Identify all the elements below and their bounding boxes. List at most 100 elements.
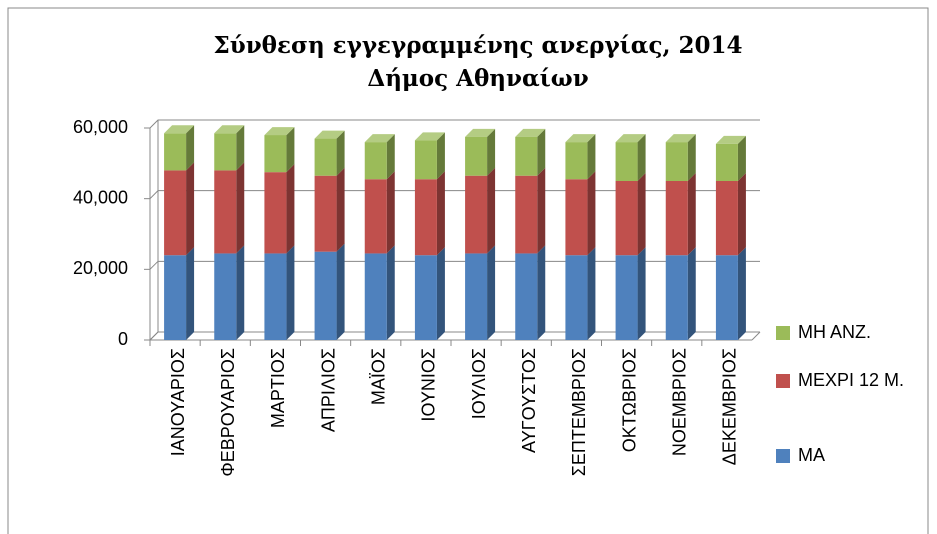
x-axis-depth [149,331,159,341]
bar-side [386,134,395,180]
bar-side [737,247,746,340]
x-tick-label: ΔΕΚΕΜΒΡΙΟΣ [720,348,740,465]
x-tick-label: ΙΟΥΝΙΟΣ [419,348,439,422]
x-axis-back [751,331,761,341]
legend-label: ΜΕΧΡΙ 12 Μ. [798,370,904,390]
bar [214,253,237,340]
bar [515,136,538,176]
bar-side [186,247,195,340]
bar-top [364,134,395,143]
bar-side [537,245,546,340]
bar-side [537,128,546,176]
legend-label: ΜΗ ΑΝΖ. [798,322,871,342]
chart-title: Σύνθεση εγγεγραμμένης ανεργίας, 2014 [213,32,742,59]
bar [264,135,287,173]
x-tick-label: ΙΑΝΟΥΑΡΙΟΣ [168,348,188,456]
bar-side [637,134,646,181]
bar-side [637,247,646,340]
bar-side [737,173,746,256]
bar [314,175,337,252]
x-tick-label: ΙΟΥΛΙΟΣ [469,348,489,419]
bar-side [687,247,696,340]
bar-side [487,128,496,176]
bar [364,179,387,254]
x-tick-label: ΜΑΪΟΣ [369,348,389,405]
bar [515,175,538,254]
bar [214,170,237,254]
bar [565,255,588,340]
bar [665,142,688,181]
x-tick-label: ΑΥΓΟΥΣΤΟΣ [519,348,539,453]
bar-side [687,134,696,181]
bar-side [336,167,345,252]
bar [715,255,738,340]
bar [414,140,437,180]
legend-label: ΜΑ [798,445,825,465]
bar [414,255,437,340]
bar [615,181,638,256]
bar [715,181,738,256]
bar [465,175,488,254]
bar-side [286,164,295,254]
bar-top [615,134,646,143]
bar-side [186,125,195,171]
bar [665,181,688,256]
bar-side [537,167,546,254]
bar-side [587,247,596,340]
y-tick-label: 40,000 [73,187,128,207]
bar [615,142,638,181]
bar-side [386,245,395,340]
x-tick-label: ΦΕΒΡΟΥΑΡΙΟΣ [218,348,238,477]
bar-side [436,132,445,180]
bar [465,253,488,340]
bar [164,170,187,256]
bar-top [465,128,496,137]
bar-side [436,171,445,256]
bar-side [286,245,295,340]
x-tick-label: ΑΠΡΙΛΙΟΣ [318,348,338,432]
y-tick-label: 20,000 [73,258,128,278]
bar [314,138,337,176]
bar-side [687,173,696,256]
bar-side [487,245,496,340]
bar-top [665,134,696,143]
legend-swatch [776,326,790,340]
bar [665,255,688,340]
bar [164,255,187,340]
bar-side [236,162,245,254]
bar-side [236,245,245,340]
bar [264,172,287,254]
x-tick-label: ΜΑΡΤΙΟΣ [268,348,288,428]
bar-top [414,132,445,141]
bar-side [286,127,295,173]
legend-swatch [776,449,790,463]
bar-top [164,125,195,134]
bar [465,136,488,176]
bar [565,142,588,180]
bar-side [587,171,596,256]
x-tick-label: ΝΟΕΜΒΡΙΟΣ [670,348,690,456]
bar-side [436,247,445,340]
bar-top [314,130,345,139]
bar-top [565,134,596,143]
bar [164,133,187,171]
bar [715,143,738,181]
bar-side [386,171,395,254]
y-tick-label: 0 [118,329,128,349]
x-tick-label: ΣΕΠΤΕΜΒΡΙΟΣ [569,348,589,476]
bar [364,253,387,340]
bar-side [487,167,496,254]
bar-side [236,125,245,171]
y-tick-label: 60,000 [73,117,128,137]
bar-top [715,135,746,144]
bar-side [336,130,345,176]
bar-side [186,162,195,256]
bar-top [515,128,546,137]
bar [565,179,588,256]
bar [515,253,538,340]
bar-side [737,135,746,181]
x-tick-label: ΟΚΤΩΒΡΙΟΣ [619,348,639,452]
legend-swatch [776,374,790,388]
chart-subtitle: Δήμος Αθηναίων [367,65,588,92]
